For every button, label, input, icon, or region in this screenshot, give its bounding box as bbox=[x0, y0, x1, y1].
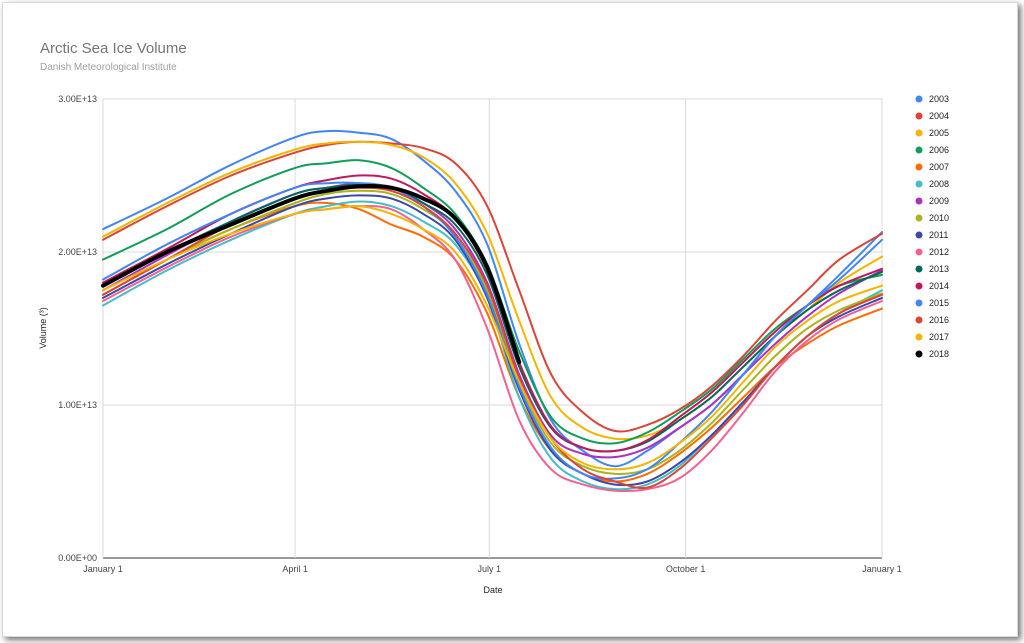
chart-title: Arctic Sea Ice Volume bbox=[40, 40, 187, 57]
legend-marker-2008 bbox=[915, 180, 923, 188]
chart-frame bbox=[2, 2, 1018, 637]
legend-label-2013: 2013 bbox=[929, 264, 949, 274]
x-tick-label: January 1 bbox=[83, 564, 123, 574]
x-tick-label: April 1 bbox=[282, 564, 308, 574]
series-line-2009 bbox=[102, 182, 883, 459]
legend-label-2010: 2010 bbox=[929, 213, 949, 223]
legend-label-2014: 2014 bbox=[929, 281, 949, 291]
legend-marker-2009 bbox=[915, 197, 923, 205]
legend-label-2004: 2004 bbox=[929, 111, 949, 121]
x-axis-label: Date bbox=[483, 585, 502, 595]
y-tick-label: 2.00E+13 bbox=[58, 247, 97, 257]
legend-marker-2003 bbox=[915, 95, 923, 103]
grid bbox=[102, 98, 883, 559]
legend-label-2012: 2012 bbox=[929, 247, 949, 257]
series-line-2017 bbox=[102, 204, 883, 471]
series-line-2004 bbox=[102, 140, 883, 433]
legend-label-2008: 2008 bbox=[929, 179, 949, 189]
axes: 0.00E+00 1.00E+13 2.00E+13 3.00E+13 January … bbox=[58, 94, 902, 574]
legend-label-2006: 2006 bbox=[929, 145, 949, 155]
legend-marker-2013 bbox=[915, 265, 923, 273]
y-axis-label: Volume (³) bbox=[38, 307, 48, 349]
legend-marker-2004 bbox=[915, 112, 923, 120]
legend-label-2003: 2003 bbox=[929, 94, 949, 104]
series-line-2011 bbox=[102, 194, 883, 487]
legend-label-2018: 2018 bbox=[929, 349, 949, 359]
series-line-2015 bbox=[102, 181, 883, 480]
legend: 2003 2004 2005 2006 2007 2008 2009 2010 2011 2012… bbox=[915, 94, 949, 359]
legend-marker-2017 bbox=[915, 333, 923, 341]
legend-marker-2014 bbox=[915, 282, 923, 290]
legend-marker-2012 bbox=[915, 248, 923, 256]
legend-marker-2016 bbox=[915, 316, 923, 324]
x-tick-label: October 1 bbox=[666, 564, 706, 574]
chart-subtitle: Danish Meteorological Institute bbox=[40, 62, 177, 73]
legend-marker-2018 bbox=[915, 350, 923, 358]
series-line-2018 bbox=[101, 183, 522, 365]
y-tick-label: 0.00E+00 bbox=[58, 553, 97, 563]
legend-marker-2006 bbox=[915, 146, 923, 154]
legend-marker-2007 bbox=[915, 163, 923, 171]
legend-marker-2015 bbox=[915, 299, 923, 307]
series-line-2013 bbox=[102, 183, 883, 453]
y-tick-label: 3.00E+13 bbox=[58, 94, 97, 104]
y-tick-label: 1.00E+13 bbox=[58, 400, 97, 410]
legend-marker-2005 bbox=[915, 129, 923, 137]
legend-label-2016: 2016 bbox=[929, 315, 949, 325]
legend-label-2017: 2017 bbox=[929, 332, 949, 342]
legend-marker-2010 bbox=[915, 214, 923, 222]
x-tick-label: January 1 bbox=[862, 564, 902, 574]
series-lines bbox=[101, 129, 883, 493]
legend-label-2015: 2015 bbox=[929, 298, 949, 308]
series-line-2006 bbox=[102, 159, 883, 445]
legend-label-2005: 2005 bbox=[929, 128, 949, 138]
legend-label-2009: 2009 bbox=[929, 196, 949, 206]
legend-label-2007: 2007 bbox=[929, 162, 949, 172]
legend-marker-2011 bbox=[915, 231, 923, 239]
legend-label-2011: 2011 bbox=[929, 230, 948, 240]
x-tick-label: July 1 bbox=[478, 564, 502, 574]
